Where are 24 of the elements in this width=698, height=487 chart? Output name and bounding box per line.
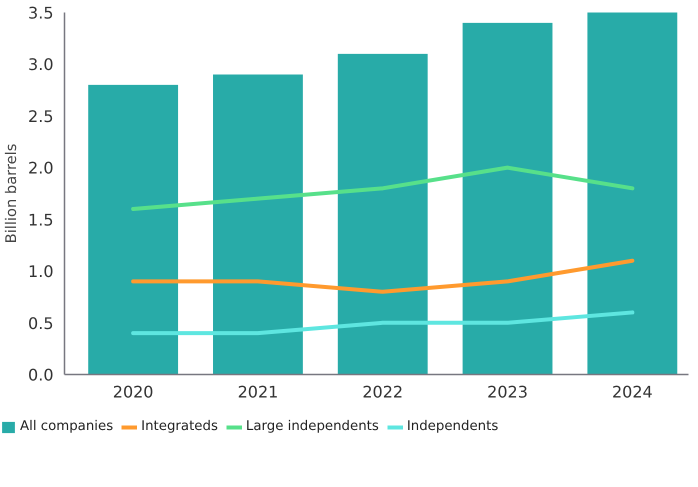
y-axis-title: Billion barrels bbox=[3, 144, 20, 244]
y-tick-label: 3.5 bbox=[28, 4, 54, 22]
bar bbox=[462, 22, 552, 374]
y-tick-label: 1.5 bbox=[28, 210, 54, 230]
y-tick-label: 3.0 bbox=[28, 55, 54, 74]
x-tick-label: 2021 bbox=[238, 382, 278, 402]
x-tick-label: 2023 bbox=[487, 382, 528, 402]
legend-label: All companies bbox=[20, 419, 114, 434]
legend-label: Large independents bbox=[246, 419, 379, 434]
y-tick-label: 2.0 bbox=[28, 158, 54, 178]
x-tick-label: 2024 bbox=[612, 382, 653, 402]
bar bbox=[88, 84, 178, 374]
bar bbox=[587, 12, 678, 374]
y-tick-label: 1.0 bbox=[28, 262, 54, 282]
legend-label: Integrateds bbox=[141, 419, 218, 434]
y-tick-label: 0.0 bbox=[28, 366, 54, 384]
bar bbox=[338, 54, 428, 374]
x-tick-label: 2020 bbox=[112, 382, 154, 402]
x-tick-label: 2022 bbox=[362, 382, 404, 402]
bar bbox=[213, 74, 303, 374]
y-tick-label: 2.5 bbox=[28, 106, 54, 126]
legend-label: Independents bbox=[406, 419, 498, 434]
line-series bbox=[131, 166, 634, 212]
y-tick-label: 0.5 bbox=[28, 314, 54, 333]
